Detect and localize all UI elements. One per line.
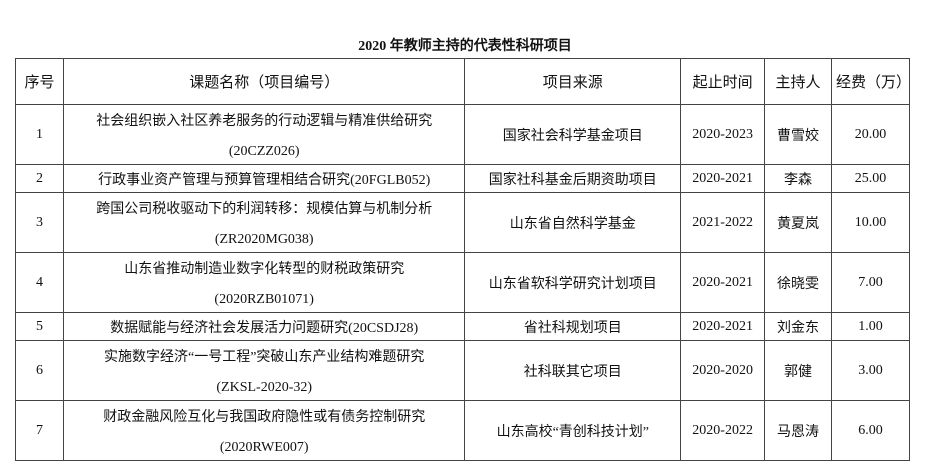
table-row: 4 山东省推动制造业数字化转型的财税政策研究 (2020RZB01071) 山东省软科…	[15, 252, 910, 313]
cell-period: 2020-2023	[680, 104, 766, 165]
cell-source: 山东省自然科学基金	[464, 192, 682, 253]
project-code: (ZKSL-2020-32)	[216, 379, 313, 395]
cell-no: 2	[15, 164, 64, 193]
cell-no: 1	[15, 104, 64, 165]
cell-name: 行政事业资产管理与预算管理相结合研究(20FGLB052)	[62, 164, 466, 193]
cell-no: 3	[15, 192, 64, 253]
table-row: 1 社会组织嵌入社区养老服务的行动逻辑与精准供给研究 (20CZZ026) 国家社会科…	[15, 104, 910, 165]
project-code: (2020RZB01071)	[214, 291, 314, 307]
cell-source: 国家社科基金后期资助项目	[464, 164, 682, 193]
table-row: 2 行政事业资产管理与预算管理相结合研究(20FGLB052) 国家社科基金后期资助…	[15, 164, 910, 193]
header-source: 项目来源	[464, 58, 682, 105]
table-row: 5 数据赋能与经济社会发展活力问题研究(20CSDJ28) 省社科规划项目 2020-…	[15, 312, 910, 341]
header-host: 主持人	[764, 58, 832, 105]
project-name: 实施数字经济“一号工程”突破山东产业结构难题研究	[103, 349, 425, 365]
cell-funding: 20.00	[831, 104, 910, 165]
table-row: 7 财政金融风险互化与我国政府隐性或有债务控制研究 (2020RWE007) 山东高校…	[15, 400, 910, 461]
project-name: 数据赋能与经济社会发展活力问题研究(20CSDJ28)	[110, 320, 419, 336]
header-funding: 经费（万）	[831, 58, 911, 105]
projects-table: 序号 课题名称（项目编号） 项目来源 起止时间 主持人 经费（万） 1 社会组织嵌…	[15, 58, 911, 461]
project-name: 社会组织嵌入社区养老服务的行动逻辑与精准供给研究	[96, 113, 433, 129]
cell-funding: 6.00	[831, 400, 910, 461]
cell-no: 7	[15, 400, 64, 461]
cell-no: 5	[15, 312, 64, 341]
header-no: 序号	[15, 58, 64, 105]
cell-name: 数据赋能与经济社会发展活力问题研究(20CSDJ28)	[62, 312, 466, 341]
cell-period: 2020-2021	[680, 164, 766, 193]
cell-host: 黄夏岚	[764, 192, 832, 253]
cell-no: 4	[15, 252, 64, 313]
header-name: 课题名称（项目编号）	[62, 58, 466, 105]
cell-host: 徐晓雯	[764, 252, 832, 313]
project-code: (20CZZ026)	[228, 143, 300, 159]
cell-period: 2021-2022	[680, 192, 766, 253]
cell-host: 马恩涛	[764, 400, 832, 461]
table-row: 6 实施数字经济“一号工程”突破山东产业结构难题研究 (ZKSL-2020-32) 社…	[15, 340, 910, 401]
cell-name: 跨国公司税收驱动下的利润转移：规模估算与机制分析 (ZR2020MG038)	[62, 192, 466, 253]
cell-period: 2020-2020	[680, 340, 766, 401]
cell-source: 省社科规划项目	[464, 312, 682, 341]
cell-source: 国家社会科学基金项目	[464, 104, 682, 165]
cell-period: 2020-2021	[680, 252, 766, 313]
table-row: 3 跨国公司税收驱动下的利润转移：规模估算与机制分析 (ZR2020MG038) 山东…	[15, 192, 910, 253]
cell-funding: 10.00	[831, 192, 910, 253]
cell-source: 山东省软科学研究计划项目	[464, 252, 682, 313]
cell-period: 2020-2022	[680, 400, 766, 461]
table-header-row: 序号 课题名称（项目编号） 项目来源 起止时间 主持人 经费（万）	[15, 58, 911, 105]
header-period: 起止时间	[680, 58, 766, 105]
cell-host: 曹雪姣	[764, 104, 832, 165]
cell-source: 山东高校“青创科技计划”	[464, 400, 682, 461]
cell-host: 郭健	[764, 340, 832, 401]
cell-funding: 7.00	[831, 252, 910, 313]
cell-host: 刘金东	[764, 312, 832, 341]
cell-host: 李森	[764, 164, 832, 193]
project-name: 跨国公司税收驱动下的利润转移：规模估算与机制分析	[96, 201, 433, 217]
project-name: 财政金融风险互化与我国政府隐性或有债务控制研究	[103, 409, 426, 425]
cell-source: 社科联其它项目	[464, 340, 682, 401]
cell-name: 山东省推动制造业数字化转型的财税政策研究 (2020RZB01071)	[62, 252, 466, 313]
cell-funding: 25.00	[831, 164, 910, 193]
project-name: 山东省推动制造业数字化转型的财税政策研究	[124, 261, 405, 277]
project-code: (ZR2020MG038)	[214, 231, 314, 247]
cell-name: 财政金融风险互化与我国政府隐性或有债务控制研究 (2020RWE007)	[62, 400, 466, 461]
cell-name: 社会组织嵌入社区养老服务的行动逻辑与精准供给研究 (20CZZ026)	[62, 104, 466, 165]
document-title: 2020 年教师主持的代表性科研项目	[358, 39, 572, 54]
project-name: 行政事业资产管理与预算管理相结合研究(20FGLB052)	[98, 172, 431, 188]
cell-name: 实施数字经济“一号工程”突破山东产业结构难题研究 (ZKSL-2020-32)	[62, 340, 466, 401]
cell-funding: 1.00	[831, 312, 910, 341]
project-code: (2020RWE007)	[219, 439, 309, 455]
cell-funding: 3.00	[831, 340, 910, 401]
cell-no: 6	[15, 340, 64, 401]
cell-period: 2020-2021	[680, 312, 766, 341]
